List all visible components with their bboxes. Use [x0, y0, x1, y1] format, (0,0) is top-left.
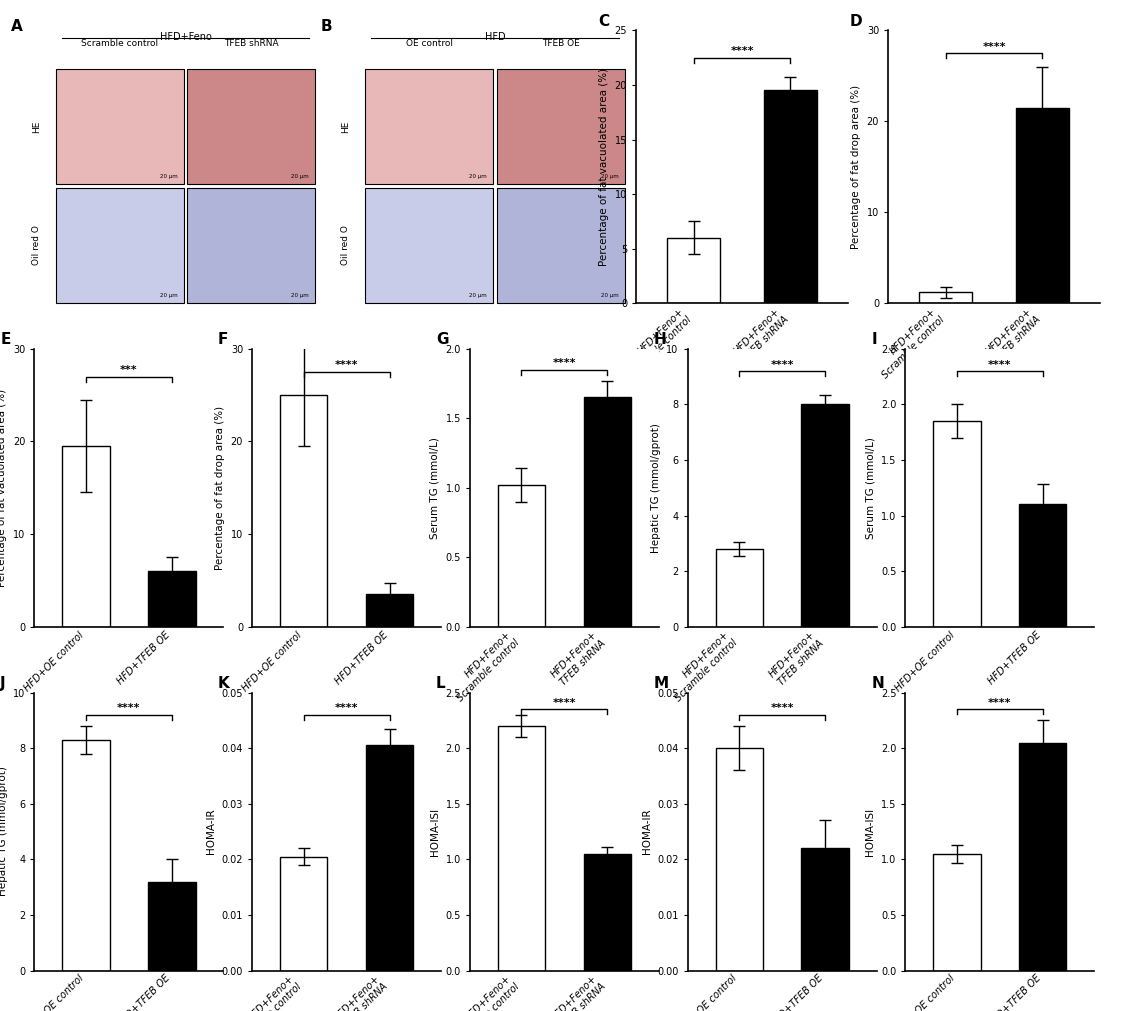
Bar: [919, 292, 973, 303]
Bar: [667, 238, 721, 303]
Text: 20 μm: 20 μm: [160, 174, 178, 179]
Bar: [280, 856, 328, 971]
Text: 20 μm: 20 μm: [160, 293, 178, 298]
Bar: [187, 188, 315, 303]
Text: 20 μm: 20 μm: [470, 293, 487, 298]
Bar: [1019, 742, 1067, 971]
Text: ****: ****: [552, 358, 576, 368]
Bar: [187, 69, 315, 184]
Y-axis label: HOMA-ISI: HOMA-ISI: [430, 808, 440, 855]
Text: Oil red O: Oil red O: [342, 225, 351, 265]
Y-axis label: Percentage of fat vacuolated area (%): Percentage of fat vacuolated area (%): [0, 389, 7, 586]
Text: Scramble control: Scramble control: [81, 39, 158, 49]
Bar: [715, 748, 763, 971]
Text: H: H: [653, 332, 666, 347]
Bar: [497, 726, 545, 971]
Text: TFEB OE: TFEB OE: [542, 39, 580, 49]
Bar: [496, 188, 625, 303]
Text: ****: ****: [770, 360, 794, 370]
Text: HE: HE: [32, 120, 41, 132]
Text: ****: ****: [988, 360, 1012, 370]
Text: G: G: [435, 332, 448, 347]
Bar: [366, 188, 493, 303]
Text: ****: ****: [335, 704, 359, 714]
Text: ****: ****: [552, 698, 576, 708]
Y-axis label: Hepatic TG (mmol/gprot): Hepatic TG (mmol/gprot): [651, 423, 661, 553]
Text: B: B: [321, 19, 332, 34]
Text: 20 μm: 20 μm: [601, 293, 619, 298]
Bar: [933, 853, 981, 971]
Bar: [496, 69, 625, 184]
Text: HFD+Feno: HFD+Feno: [159, 32, 212, 42]
Y-axis label: Serum TG (mmol/L): Serum TG (mmol/L): [865, 437, 876, 539]
Text: A: A: [11, 19, 23, 34]
Y-axis label: HOMA-IR: HOMA-IR: [206, 809, 217, 854]
Y-axis label: Hepatic TG (mmol/gprot): Hepatic TG (mmol/gprot): [0, 766, 8, 897]
Bar: [497, 485, 545, 627]
Bar: [1015, 108, 1069, 303]
Y-axis label: HOMA-IR: HOMA-IR: [642, 809, 652, 854]
Text: ****: ****: [988, 698, 1012, 708]
Bar: [56, 69, 183, 184]
Bar: [1019, 504, 1067, 627]
Text: D: D: [850, 14, 863, 29]
Text: J: J: [0, 675, 6, 691]
Bar: [366, 745, 414, 971]
Text: K: K: [218, 675, 230, 691]
Bar: [583, 853, 631, 971]
Y-axis label: Serum TG (mmol/L): Serum TG (mmol/L): [430, 437, 440, 539]
Text: N: N: [871, 675, 884, 691]
Text: ****: ****: [335, 361, 359, 370]
Text: 20 μm: 20 μm: [291, 293, 309, 298]
Bar: [148, 882, 196, 971]
Bar: [933, 421, 981, 627]
Text: HFD: HFD: [485, 32, 505, 42]
Bar: [148, 571, 196, 627]
Text: Oil red O: Oil red O: [32, 225, 41, 265]
Text: ****: ****: [117, 704, 141, 714]
Bar: [366, 69, 493, 184]
Bar: [763, 90, 817, 303]
Text: TFEB shRNA: TFEB shRNA: [223, 39, 278, 49]
Text: HE: HE: [342, 120, 351, 132]
Text: E: E: [0, 332, 10, 347]
Text: 20 μm: 20 μm: [470, 174, 487, 179]
Y-axis label: Percentage of fat vacuolated area (%): Percentage of fat vacuolated area (%): [599, 68, 609, 266]
Text: M: M: [653, 675, 668, 691]
Bar: [56, 188, 183, 303]
Text: L: L: [435, 675, 446, 691]
Text: F: F: [218, 332, 228, 347]
Bar: [801, 404, 849, 627]
Text: ****: ****: [730, 47, 754, 57]
Bar: [801, 848, 849, 971]
Y-axis label: HOMA-ISI: HOMA-ISI: [865, 808, 876, 855]
Bar: [715, 549, 763, 627]
Bar: [583, 397, 631, 627]
Text: ***: ***: [120, 365, 138, 375]
Text: 20 μm: 20 μm: [601, 174, 619, 179]
Bar: [280, 395, 328, 627]
Text: ****: ****: [982, 41, 1006, 52]
Bar: [62, 446, 110, 627]
Bar: [366, 594, 414, 627]
Text: C: C: [598, 14, 609, 29]
Y-axis label: Percentage of fat drop area (%): Percentage of fat drop area (%): [851, 85, 861, 249]
Y-axis label: Percentage of fat drop area (%): Percentage of fat drop area (%): [215, 405, 225, 570]
Text: ****: ****: [770, 704, 794, 714]
Text: I: I: [871, 332, 877, 347]
Text: 20 μm: 20 μm: [291, 174, 309, 179]
Bar: [62, 740, 110, 971]
Text: OE control: OE control: [406, 39, 453, 49]
